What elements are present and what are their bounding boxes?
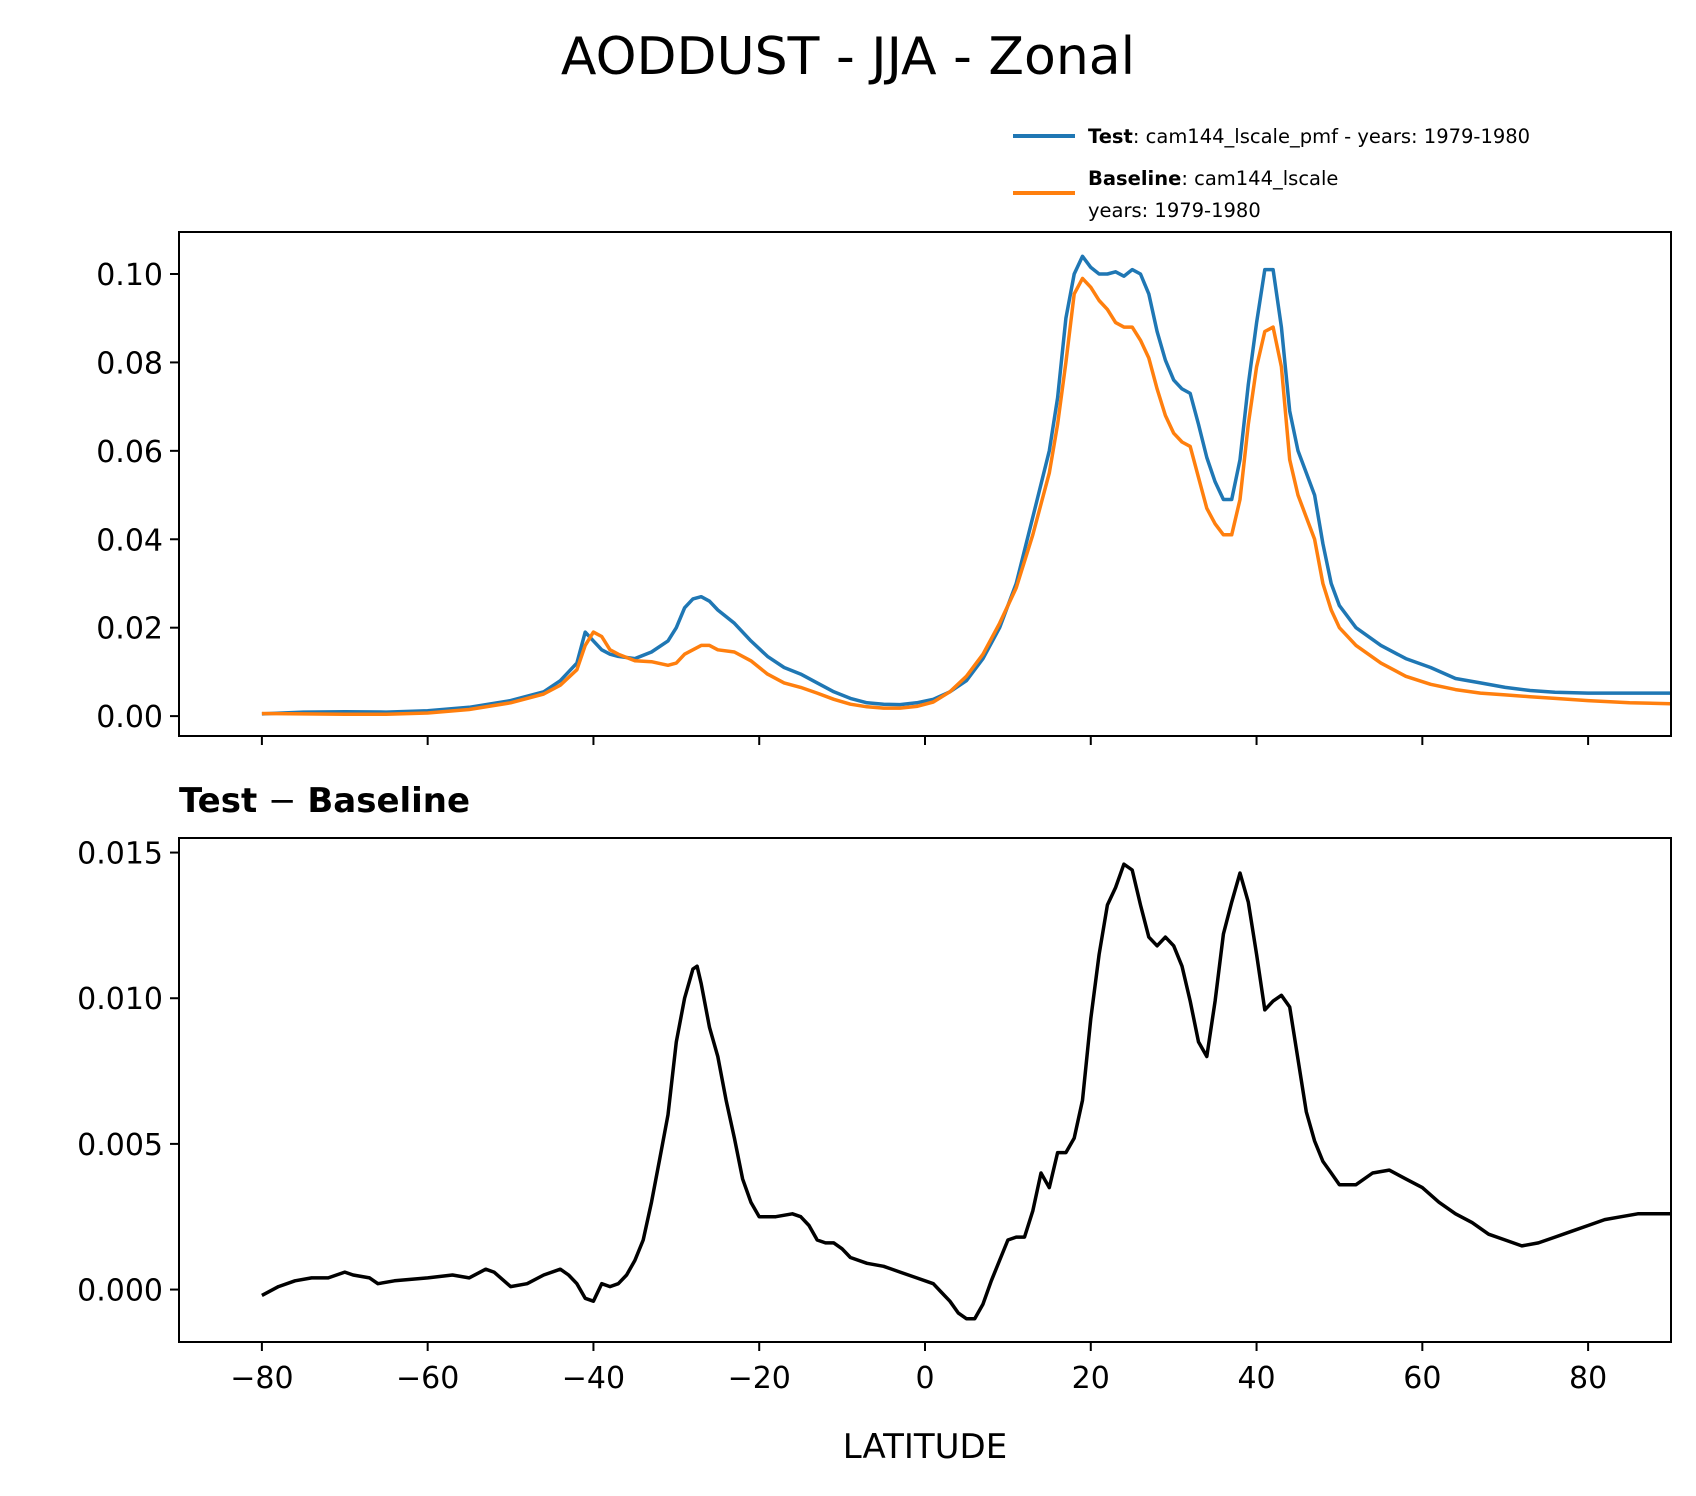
- top-y-tick-label: 0.04: [96, 523, 163, 558]
- top-series-line-0: [261, 254, 1671, 716]
- bottom-x-tick-label: −20: [728, 1361, 791, 1396]
- top-axes-frame: [178, 231, 1672, 737]
- legend-label-test: Test: cam144_lscale_pmf - years: 1979-19…: [1088, 125, 1530, 148]
- top-y-tick-label: 0.10: [96, 258, 163, 293]
- bottom-y-tick-label: 0.005: [77, 1128, 163, 1163]
- legend-text2-baseline: years: 1979-1980: [1088, 199, 1261, 222]
- top-y-ticks: 0.00 0.02 0.04 0.06 0.08 0.10: [96, 258, 179, 735]
- top-series-group: [261, 254, 1672, 717]
- top-y-tick-label: 0.06: [96, 435, 163, 470]
- bottom-x-ticks: −80 −60 −40 −20 0 20 40 60 80: [230, 1342, 1607, 1396]
- bottom-x-tick-label: 80: [1569, 1361, 1607, 1396]
- figure-title: AODDUST - JJA - Zonal: [561, 27, 1135, 87]
- x-axis-label: LATITUDE: [843, 1427, 1007, 1467]
- bottom-x-tick-label: 20: [1072, 1361, 1110, 1396]
- bottom-y-tick-label: 0.010: [77, 982, 163, 1017]
- top-y-tick-label: 0.08: [96, 346, 163, 381]
- bottom-axes-frame: [178, 837, 1672, 1343]
- bottom-x-tick-label: 0: [915, 1361, 934, 1396]
- legend-label-baseline: Baseline: cam144_lscale: [1088, 167, 1338, 190]
- bottom-x-tick-label: 60: [1403, 1361, 1441, 1396]
- bottom-x-tick-label: 40: [1237, 1361, 1275, 1396]
- top-y-tick-label: 0.00: [96, 700, 163, 735]
- legend-bold-baseline: Baseline: [1088, 167, 1181, 190]
- top-plot-panel: 0.00 0.02 0.04 0.06 0.08 0.10: [96, 231, 1672, 745]
- bottom-title-test: Test: [179, 781, 257, 821]
- bottom-y-tick-label: 0.015: [77, 837, 163, 872]
- bottom-y-ticks: 0.000 0.005 0.010 0.015: [77, 837, 179, 1309]
- bottom-title-baseline: Baseline: [307, 781, 470, 821]
- legend-text-baseline: : cam144_lscale: [1181, 167, 1338, 190]
- legend: Test: cam144_lscale_pmf - years: 1979-19…: [1013, 125, 1530, 222]
- top-x-ticks: [260, 736, 1590, 745]
- bottom-x-tick-label: −60: [396, 1361, 459, 1396]
- top-y-tick-label: 0.02: [96, 612, 163, 647]
- bottom-series-group: [261, 862, 1671, 1321]
- legend-bold-test: Test: [1088, 125, 1133, 148]
- top-series-line-1: [261, 276, 1672, 717]
- bottom-y-tick-label: 0.000: [77, 1274, 163, 1309]
- bottom-series-line-0: [261, 862, 1671, 1321]
- bottom-title-minus: −: [257, 781, 307, 821]
- legend-text-test: : cam144_lscale_pmf - years: 1979-1980: [1133, 125, 1530, 148]
- bottom-panel-title: Test − Baseline: [179, 781, 470, 821]
- bottom-x-tick-label: −80: [230, 1361, 293, 1396]
- bottom-x-tick-label: −40: [562, 1361, 625, 1396]
